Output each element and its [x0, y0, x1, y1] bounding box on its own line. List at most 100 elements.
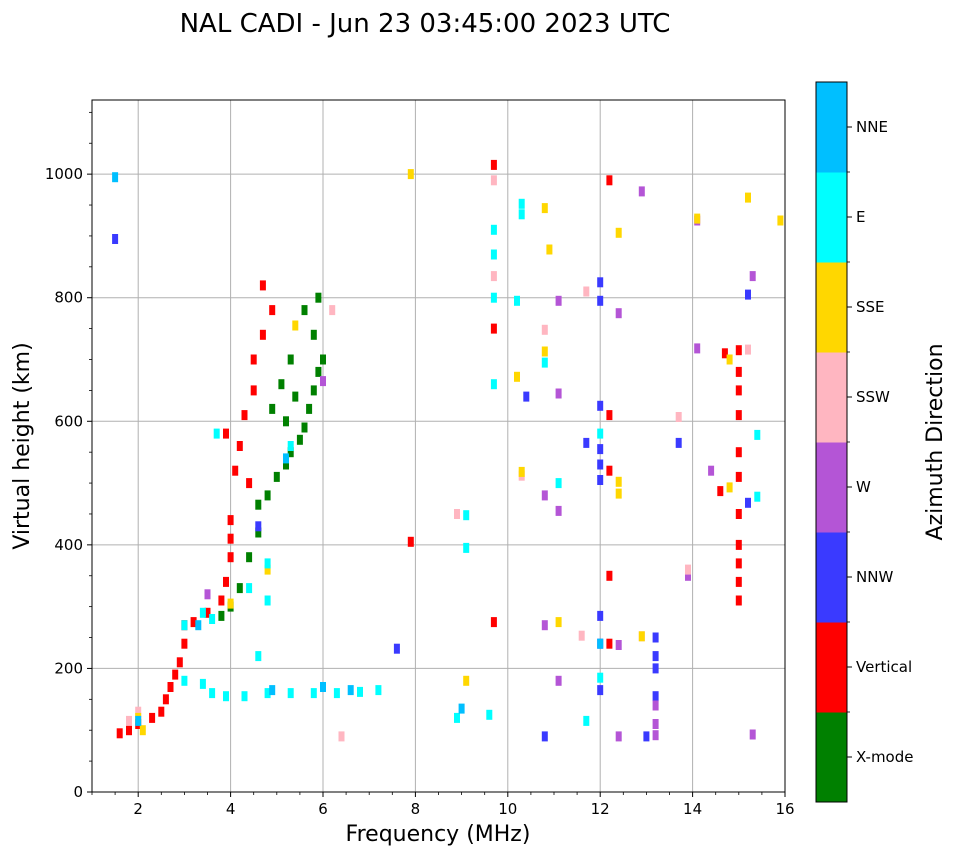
echo-point-x-mode	[246, 552, 253, 563]
echo-point-e	[255, 651, 262, 662]
echo-point-nne	[195, 620, 202, 631]
echo-point-vertical	[181, 638, 188, 649]
colorbar-segment	[816, 532, 847, 623]
echo-point-x-mode	[255, 527, 262, 538]
echo-point-vertical	[735, 509, 742, 519]
echo-point-e	[597, 672, 604, 683]
echo-point-vertical	[407, 536, 414, 547]
colorbar-label: Vertical	[856, 658, 912, 676]
echo-point-nnw	[541, 731, 548, 742]
echo-point-e	[264, 688, 271, 699]
echo-point-sse	[615, 227, 622, 238]
echo-point-e	[223, 691, 229, 702]
echo-point-sse	[745, 192, 751, 203]
echo-point-ssw	[454, 509, 460, 519]
colorbar-label: W	[856, 478, 871, 496]
echo-point-nne	[269, 685, 276, 696]
x-tick-label: 8	[411, 800, 421, 818]
echo-point-w	[615, 308, 622, 319]
echo-point-x-mode	[278, 379, 285, 390]
echo-point-nnw	[597, 475, 604, 485]
echo-point-x-mode	[301, 422, 308, 433]
x-tick-label: 4	[226, 800, 236, 818]
echo-point-sse	[555, 617, 562, 628]
echo-point-e	[287, 441, 294, 451]
echo-point-sse	[139, 725, 146, 736]
echo-point-vertical	[735, 576, 742, 587]
echo-point-e	[463, 510, 470, 521]
echo-point-nnw	[523, 391, 530, 402]
echo-point-w	[749, 271, 756, 282]
echo-point-vertical	[246, 478, 253, 489]
colorbar-label: SSE	[856, 298, 885, 316]
echo-point-w	[541, 490, 548, 501]
echo-point-x-mode	[292, 391, 299, 402]
echo-point-e	[490, 249, 497, 260]
colorbar-label: NNW	[856, 568, 893, 586]
y-tick-label: 1000	[45, 165, 83, 183]
echo-point-vertical	[735, 558, 742, 569]
echo-point-ssw	[541, 324, 548, 335]
echo-point-w	[708, 465, 715, 476]
echo-point-nnw	[597, 400, 604, 411]
echo-point-nne	[135, 715, 142, 726]
echo-point-w	[555, 675, 562, 686]
echo-point-w	[652, 700, 659, 711]
colorbar-segment	[816, 172, 847, 263]
echo-point-nne	[112, 172, 119, 183]
echo-point-e	[583, 715, 590, 726]
echo-point-sse	[463, 675, 470, 686]
echo-point-vertical	[126, 725, 132, 736]
echo-point-vertical	[172, 669, 179, 680]
echo-point-nne	[320, 682, 326, 692]
colorbar-segment	[816, 442, 847, 533]
echo-point-e	[246, 583, 253, 594]
echo-point-e	[490, 379, 497, 390]
y-axis: 0 200 400 600 800 1000	[45, 111, 92, 801]
echo-point-vertical	[269, 305, 276, 316]
echo-point-sse	[726, 354, 733, 365]
echo-point-e	[241, 691, 248, 702]
echo-point-ssw	[685, 564, 691, 575]
echo-point-vertical	[259, 329, 266, 340]
y-tick-label: 400	[54, 536, 83, 554]
echo-point-w	[204, 589, 211, 600]
y-tick-label: 200	[54, 659, 83, 677]
echo-point-nne	[347, 685, 354, 696]
echo-point-x-mode	[306, 403, 313, 414]
echo-point-vertical	[490, 323, 497, 334]
echo-point-x-mode	[287, 447, 294, 458]
colorbar-segment	[816, 622, 847, 713]
echo-point-vertical	[227, 533, 234, 544]
echo-point-e	[754, 491, 761, 502]
y-tick-label: 0	[73, 783, 83, 801]
echo-point-nne	[458, 703, 465, 714]
echo-point-vertical	[250, 354, 257, 365]
echo-point-e	[264, 558, 271, 569]
echo-point-w	[541, 620, 548, 631]
x-axis-label: Frequency (MHz)	[346, 822, 531, 847]
echo-point-vertical	[735, 410, 742, 421]
echo-point-ssw	[338, 731, 345, 742]
x-tick-label: 6	[318, 800, 328, 818]
echo-point-vertical	[190, 617, 197, 628]
echo-point-vertical	[735, 447, 742, 458]
echo-point-sse	[777, 215, 784, 226]
echo-point-x-mode	[320, 354, 326, 365]
y-tick-label: 600	[54, 412, 83, 430]
echo-point-vertical	[735, 345, 742, 356]
echo-point-sse	[541, 203, 548, 214]
echo-point-ssw	[329, 305, 336, 316]
echo-point-e	[514, 295, 520, 306]
echo-point-w	[555, 388, 562, 399]
echo-point-w	[615, 731, 622, 742]
echo-point-vertical	[232, 465, 239, 476]
echo-point-x-mode	[236, 583, 243, 594]
echo-point-e	[357, 686, 363, 697]
echo-point-x-mode	[315, 366, 322, 377]
echo-point-vertical	[735, 539, 742, 550]
echo-point-nnw	[255, 521, 262, 532]
colorbar-segment	[816, 82, 847, 173]
x-tick-label: 2	[133, 800, 143, 818]
echo-point-nnw	[652, 663, 659, 674]
